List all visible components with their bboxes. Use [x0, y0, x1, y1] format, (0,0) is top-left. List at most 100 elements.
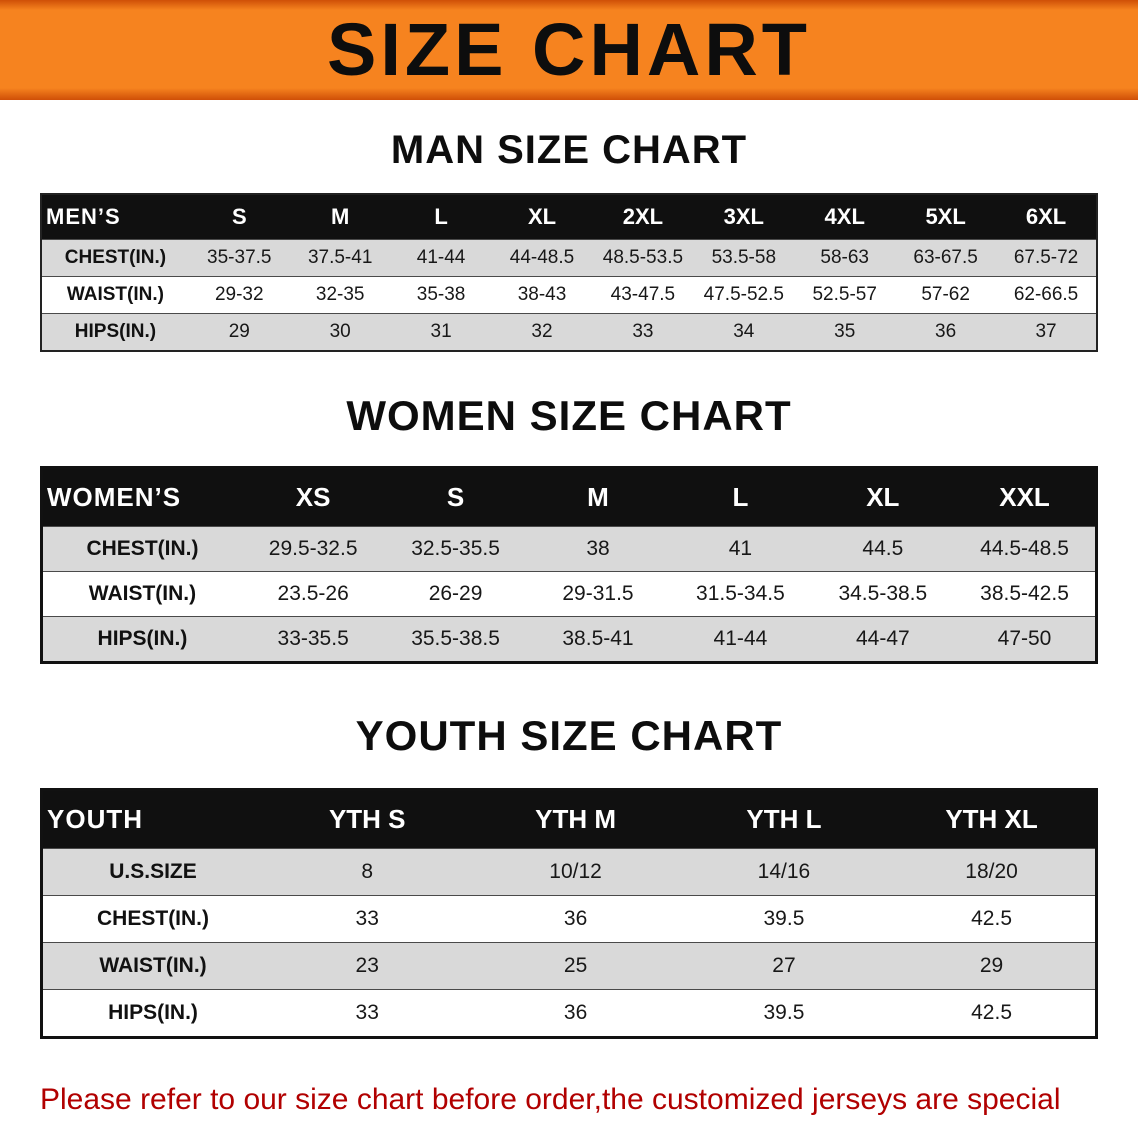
- table-header-row: WOMEN’S XS S M L XL XXL: [41, 467, 1097, 527]
- youth-section-heading: YOUTH SIZE CHART: [355, 712, 783, 759]
- column-header: L: [669, 467, 812, 527]
- size-value-cell: 35: [834, 321, 856, 342]
- size-value-cell: 23: [355, 954, 379, 977]
- size-value-cell: 32-35: [315, 284, 365, 305]
- men-size-table: MEN’S S M L XL 2XL 3XL 4XL 5XL 6XL CHEST(IN.) 35-37…: [40, 193, 1098, 352]
- women-size-table: WOMEN’S XS S M L XL XXL CHEST(IN.) 29.5-32.5 32.5…: [40, 466, 1098, 664]
- size-value-cell: 33-35.5: [277, 627, 349, 650]
- column-header: XL: [491, 194, 593, 240]
- row-label: HIPS(IN.): [108, 1001, 198, 1024]
- size-value-cell: 26-29: [428, 582, 483, 605]
- size-value-cell: 18/20: [965, 860, 1018, 883]
- size-value-cell: 25: [563, 954, 588, 977]
- size-value-cell: 34.5-38.5: [838, 582, 928, 605]
- size-value-cell: 38.5-42.5: [980, 582, 1069, 605]
- youth-size-table: YOUTH YTH S YTH M YTH L YTH XL U.S.SIZE 8 10/12…: [40, 788, 1098, 1039]
- row-label: WAIST(IN.): [66, 284, 164, 305]
- column-header: YTH S: [263, 789, 472, 849]
- row-label: CHEST(IN.): [97, 907, 210, 930]
- column-header: YTH M: [471, 789, 680, 849]
- table-title-cell: YOUTH: [41, 789, 264, 849]
- size-value-cell: 36: [563, 1001, 588, 1024]
- size-value-cell: 37.5-41: [307, 247, 373, 268]
- table-title-cell: MEN’S: [41, 194, 189, 240]
- size-value-cell: 23.5-26: [277, 582, 349, 605]
- men-section-heading: MAN SIZE CHART: [390, 128, 748, 172]
- banner: SIZE CHART: [0, 0, 1138, 100]
- size-value-cell: 39.5: [763, 1001, 805, 1024]
- size-value-cell: 44.5: [862, 537, 904, 560]
- size-value-cell: 38: [586, 537, 610, 560]
- footer-disclaimer: Please refer to our size chart before or…: [0, 1077, 1138, 1132]
- column-header: 6XL: [996, 194, 1097, 240]
- row-label: CHEST(IN.): [64, 247, 167, 268]
- table-row: CHEST(IN.) 33 36 39.5 42.5: [41, 895, 1097, 943]
- size-value-cell: 33: [355, 1001, 379, 1024]
- size-value-cell: 57-62: [921, 284, 970, 305]
- table-row: U.S.SIZE 8 10/12 14/16 18/20: [41, 848, 1097, 896]
- size-value-cell: 32.5-35.5: [411, 537, 500, 560]
- size-value-cell: 48.5-53.5: [602, 247, 684, 268]
- footer-disclaimer-line1: Please refer to our size chart before or…: [40, 1083, 1061, 1132]
- row-label: CHEST(IN.): [86, 537, 199, 560]
- size-value-cell: 44.5-48.5: [980, 537, 1069, 560]
- size-value-cell: 33: [355, 907, 379, 930]
- size-value-cell: 63-67.5: [913, 247, 978, 268]
- row-label: HIPS(IN.): [74, 321, 157, 342]
- size-value-cell: 39.5: [763, 907, 805, 930]
- table-header-row: YOUTH YTH S YTH M YTH L YTH XL: [41, 789, 1097, 849]
- table-row: WAIST(IN.) 29-32 32-35 35-38 38-43 43-47.5 47.…: [41, 276, 1097, 314]
- row-label: WAIST(IN.): [88, 582, 197, 605]
- column-header: L: [390, 194, 492, 240]
- men-table-wrapper: MEN’S S M L XL 2XL 3XL 4XL 5XL 6XL CHEST(IN.) 35-37…: [0, 193, 1138, 352]
- size-value-cell: 47-50: [997, 627, 1052, 650]
- column-header: XL: [811, 467, 955, 527]
- column-header: YTH L: [679, 789, 889, 849]
- table-row: WAIST(IN.) 23 25 27 29: [41, 942, 1097, 990]
- size-value-cell: 44-47: [855, 627, 910, 650]
- size-value-cell: 29-31.5: [562, 582, 634, 605]
- size-value-cell: 41-44: [416, 247, 466, 268]
- size-value-cell: 32: [531, 321, 553, 342]
- column-header: XXL: [954, 467, 1097, 527]
- table-row: CHEST(IN.) 29.5-32.5 32.5-35.5 38 41 44.5 44.5…: [41, 526, 1097, 572]
- size-value-cell: 10/12: [549, 860, 602, 883]
- column-header: M: [526, 467, 670, 527]
- size-value-cell: 33: [632, 321, 654, 342]
- column-header: 3XL: [693, 194, 795, 240]
- size-value-cell: 35.5-38.5: [411, 627, 500, 650]
- table-row: WAIST(IN.) 23.5-26 26-29 29-31.5 31.5-34.5 34…: [41, 571, 1097, 617]
- size-value-cell: 67.5-72: [1013, 247, 1079, 268]
- size-value-cell: 14/16: [757, 860, 811, 883]
- column-header: YTH XL: [888, 789, 1097, 849]
- size-value-cell: 30: [329, 321, 351, 342]
- table-row: CHEST(IN.) 35-37.5 37.5-41 41-44 44-48.5 48.5…: [41, 239, 1097, 277]
- size-value-cell: 29.5-32.5: [268, 537, 358, 560]
- row-label: WAIST(IN.): [99, 954, 207, 977]
- size-value-cell: 36: [563, 907, 588, 930]
- page-title: SIZE CHART: [327, 8, 811, 91]
- table-row: HIPS(IN.) 29 30 31 32 33 34 35 36 37: [41, 313, 1097, 351]
- size-value-cell: 53.5-58: [711, 247, 777, 268]
- youth-table-wrapper: YOUTH YTH S YTH M YTH L YTH XL U.S.SIZE 8 10/12…: [0, 788, 1138, 1039]
- size-value-cell: 29: [979, 954, 1004, 977]
- size-value-cell: 38-43: [517, 284, 567, 305]
- size-value-cell: 42.5: [971, 907, 1012, 930]
- row-label: HIPS(IN.): [97, 627, 188, 650]
- size-value-cell: 8: [361, 860, 374, 883]
- column-header: M: [289, 194, 391, 240]
- size-value-cell: 27: [772, 954, 796, 977]
- women-table-wrapper: WOMEN’S XS S M L XL XXL CHEST(IN.) 29.5-32.5 32.5…: [0, 466, 1138, 664]
- size-value-cell: 43-47.5: [610, 284, 676, 305]
- table-row: HIPS(IN.) 33 36 39.5 42.5: [41, 989, 1097, 1038]
- column-header: S: [384, 467, 527, 527]
- row-label: U.S.SIZE: [109, 860, 197, 883]
- size-value-cell: 52.5-57: [812, 284, 877, 305]
- column-header: 5XL: [895, 194, 997, 240]
- size-value-cell: 38.5-41: [562, 627, 634, 650]
- column-header: 2XL: [592, 194, 694, 240]
- size-value-cell: 31.5-34.5: [696, 582, 785, 605]
- table-row: HIPS(IN.) 33-35.5 35.5-38.5 38.5-41 41-44 44-…: [41, 616, 1097, 663]
- size-value-cell: 44-48.5: [509, 247, 575, 268]
